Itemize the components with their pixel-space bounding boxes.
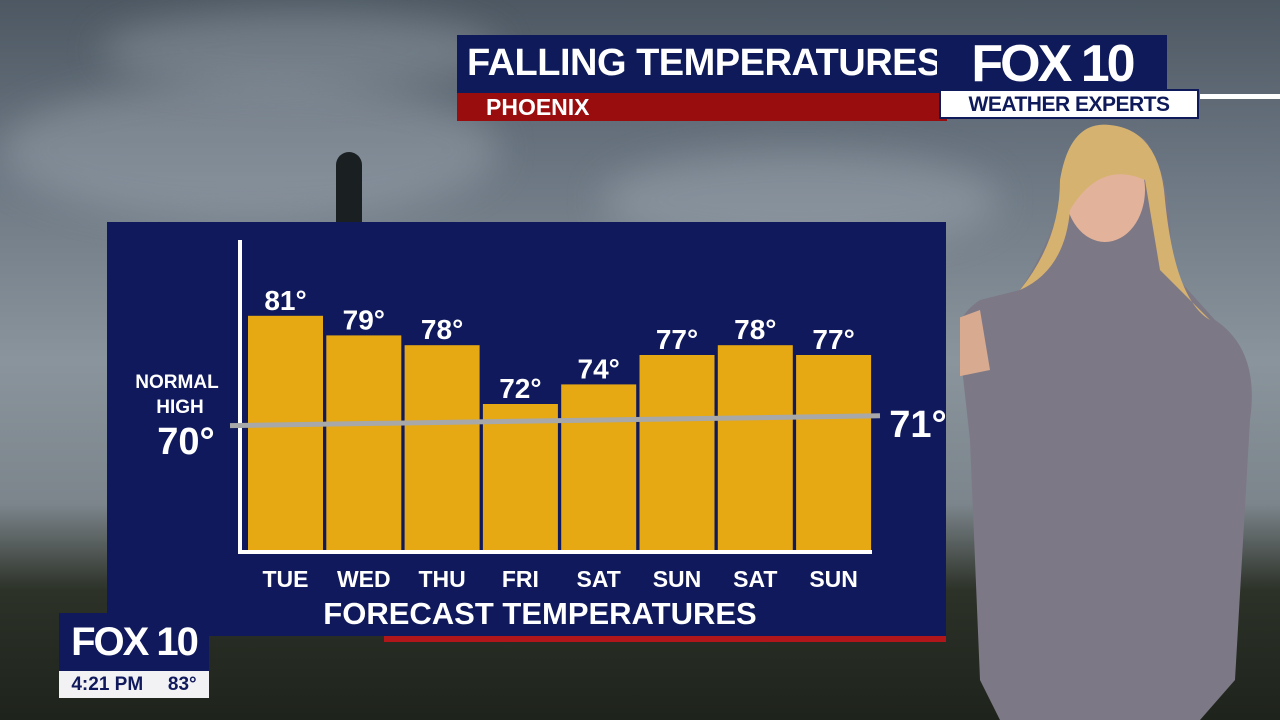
value-label: 78° xyxy=(421,314,463,345)
bar-sun xyxy=(639,355,715,551)
bar-tue xyxy=(248,315,323,551)
value-label: 78° xyxy=(734,314,776,345)
normal-label-2: HIGH xyxy=(156,397,204,418)
category-label: THU xyxy=(418,566,465,592)
location-bar xyxy=(457,93,947,121)
value-label: 79° xyxy=(343,304,385,335)
bar-wed xyxy=(326,335,402,551)
category-label: SAT xyxy=(733,566,777,592)
fox10-bug-logo: FOX 10 xyxy=(59,613,209,671)
bar-thu xyxy=(404,345,480,551)
normal-high-line xyxy=(229,413,881,429)
value-label: 77° xyxy=(656,324,698,355)
panel-accent xyxy=(384,636,946,642)
bar-sat xyxy=(561,384,637,551)
category-label: SUN xyxy=(653,566,702,592)
value-label: 81° xyxy=(264,285,306,316)
saguaro-cactus xyxy=(336,152,362,232)
presenter xyxy=(960,124,1252,720)
fox10-logo: FOX 10 xyxy=(937,35,1167,93)
category-label: SAT xyxy=(577,566,621,592)
chart-title: FORECAST TEMPERATURES xyxy=(323,596,756,631)
category-label: WED xyxy=(337,566,391,592)
normal-end-label: 71° xyxy=(889,404,946,446)
bar-fri xyxy=(482,404,558,551)
value-label: 72° xyxy=(499,373,541,404)
bar-sat xyxy=(717,345,793,551)
title-bar xyxy=(457,35,937,93)
bar-sun xyxy=(796,355,872,551)
value-label: 74° xyxy=(578,353,620,384)
normal-start-label: 70° xyxy=(157,421,214,463)
weather-experts-badge: WEATHER EXPERTS xyxy=(939,89,1199,119)
normal-label-1: NORMAL xyxy=(135,372,219,393)
value-label: 77° xyxy=(812,324,854,355)
divider xyxy=(1200,94,1280,99)
clock: 4:21 PM xyxy=(71,673,144,695)
category-label: FRI xyxy=(502,566,539,592)
bug-info: 4:21 PM 83° xyxy=(59,671,209,698)
category-label: SUN xyxy=(809,566,858,592)
current-temp: 83° xyxy=(167,673,197,695)
headline: FALLING TEMPERATURES xyxy=(467,42,942,84)
location: PHOENIX xyxy=(486,94,590,120)
category-label: TUE xyxy=(263,566,309,592)
